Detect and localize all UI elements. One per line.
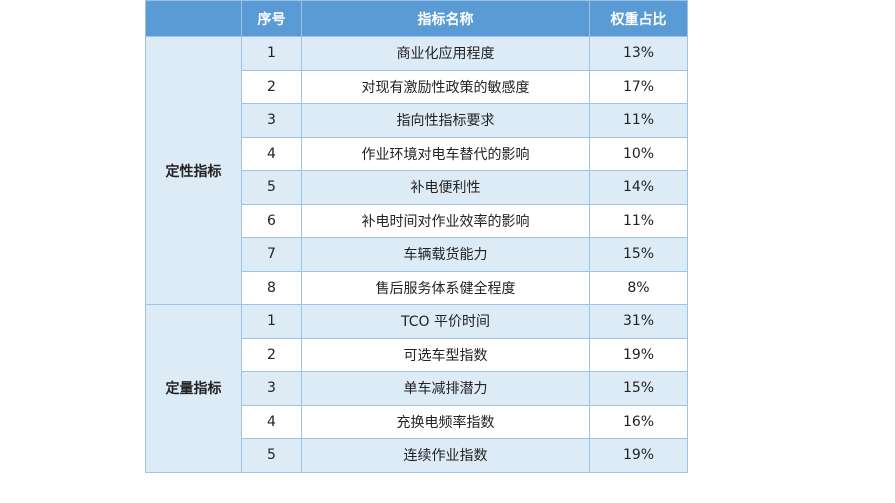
- row-weight: 16%: [589, 404, 688, 439]
- table-row: 2 对现有激励性政策的敏感度 17%: [146, 69, 688, 104]
- row-number: 2: [241, 337, 302, 372]
- header-number: 序号: [241, 0, 302, 37]
- group-label-quantitative: 定量指标: [145, 304, 242, 473]
- row-indicator-name: 补电时间对作业效率的影响: [301, 203, 590, 238]
- header-category: [145, 0, 242, 37]
- row-indicator-name: 补电便利性: [301, 170, 590, 205]
- row-number: 6: [241, 203, 302, 238]
- row-number: 4: [241, 136, 302, 171]
- row-number: 5: [241, 170, 302, 205]
- row-weight: 10%: [589, 136, 688, 171]
- table-row: 定量指标 1 TCO 平价时间 31%: [145, 304, 688, 473]
- row-weight: 15%: [589, 237, 688, 272]
- row-indicator-name: 售后服务体系健全程度: [301, 270, 590, 305]
- row-weight: 17%: [589, 69, 688, 104]
- row-number: 3: [241, 103, 302, 138]
- table-row: 7 车辆载货能力 15%: [146, 237, 688, 272]
- row-weight: 8%: [589, 270, 688, 305]
- row-number: 8: [241, 270, 302, 305]
- row-weight: 31%: [589, 304, 688, 339]
- row-number: 1: [241, 36, 302, 71]
- row-weight: 19%: [589, 438, 688, 473]
- table-row: 2 可选车型指数 19%: [146, 337, 688, 372]
- row-weight: 13%: [589, 36, 688, 71]
- row-indicator-name: 作业环境对电车替代的影响: [301, 136, 590, 171]
- table-row: 3 指向性指标要求 11%: [146, 103, 688, 138]
- row-indicator-name: TCO 平价时间: [301, 304, 590, 339]
- row-weight: 19%: [589, 337, 688, 372]
- row-weight: 11%: [589, 103, 688, 138]
- header-row: 序号 指标名称 权重占比: [145, 0, 688, 37]
- row-indicator-name: 充换电频率指数: [301, 404, 590, 439]
- row-weight: 14%: [589, 170, 688, 205]
- table-row: 定性指标 1 商业化应用程度 13%: [145, 36, 688, 305]
- row-indicator-name: 可选车型指数: [301, 337, 590, 372]
- table-row: 4 充换电频率指数 16%: [146, 404, 688, 439]
- row-number: 4: [241, 404, 302, 439]
- row-number: 2: [241, 69, 302, 104]
- table-row: 8 售后服务体系健全程度 8%: [146, 270, 688, 305]
- header-indicator-name: 指标名称: [301, 0, 590, 37]
- group-label-qualitative: 定性指标: [145, 36, 242, 305]
- weights-table-container: 序号 指标名称 权重占比 定性指标 1 商业化应用程度 13% 2 对现有激励性…: [145, 0, 688, 473]
- row-indicator-name: 车辆载货能力: [301, 237, 590, 272]
- table-row: 5 补电便利性 14%: [146, 170, 688, 205]
- row-number: 5: [241, 438, 302, 473]
- table-row: 4 作业环境对电车替代的影响 10%: [146, 136, 688, 171]
- row-indicator-name: 商业化应用程度: [301, 36, 590, 71]
- indicator-weights-table: 序号 指标名称 权重占比 定性指标 1 商业化应用程度 13% 2 对现有激励性…: [145, 0, 688, 473]
- row-indicator-name: 指向性指标要求: [301, 103, 590, 138]
- row-number: 7: [241, 237, 302, 272]
- row-number: 1: [241, 304, 302, 339]
- row-indicator-name: 连续作业指数: [301, 438, 590, 473]
- row-weight: 11%: [589, 203, 688, 238]
- row-indicator-name: 对现有激励性政策的敏感度: [301, 69, 590, 104]
- header-weight: 权重占比: [589, 0, 688, 37]
- table-row: 5 连续作业指数 19%: [146, 438, 688, 473]
- row-weight: 15%: [589, 371, 688, 406]
- row-indicator-name: 单车减排潜力: [301, 371, 590, 406]
- row-number: 3: [241, 371, 302, 406]
